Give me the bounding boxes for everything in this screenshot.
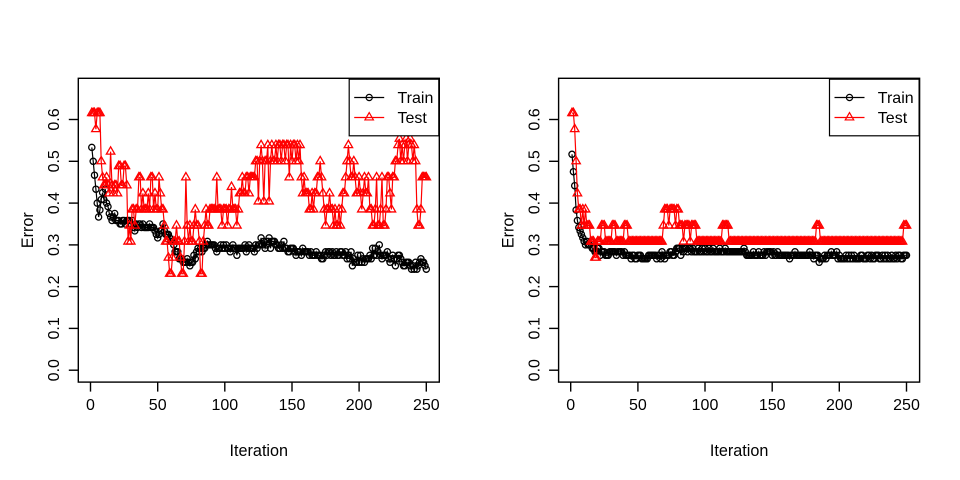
svg-text:0.5: 0.5 [46, 150, 63, 172]
svg-text:0: 0 [566, 397, 575, 414]
svg-text:0.0: 0.0 [46, 359, 63, 381]
svg-text:0.4: 0.4 [526, 192, 543, 214]
svg-text:0.0: 0.0 [526, 359, 543, 381]
svg-text:0.1: 0.1 [526, 317, 543, 339]
svg-text:250: 250 [413, 397, 440, 414]
svg-text:250: 250 [893, 397, 920, 414]
svg-text:0.6: 0.6 [526, 108, 543, 130]
svg-text:200: 200 [346, 397, 373, 414]
svg-text:0.3: 0.3 [526, 234, 543, 256]
svg-text:0.4: 0.4 [46, 192, 63, 214]
svg-text:0.3: 0.3 [46, 234, 63, 256]
svg-text:Error: Error [499, 212, 517, 249]
svg-text:Error: Error [19, 212, 37, 249]
svg-text:100: 100 [692, 397, 719, 414]
svg-text:0.2: 0.2 [46, 275, 63, 297]
svg-text:100: 100 [211, 397, 238, 414]
svg-text:150: 150 [279, 397, 306, 414]
svg-text:50: 50 [149, 397, 167, 414]
svg-text:0.2: 0.2 [526, 275, 543, 297]
svg-text:Train: Train [878, 90, 914, 107]
svg-text:50: 50 [629, 397, 647, 414]
svg-text:200: 200 [826, 397, 853, 414]
svg-text:Train: Train [398, 90, 434, 107]
svg-text:0.5: 0.5 [526, 150, 543, 172]
svg-text:Test: Test [398, 110, 428, 127]
svg-text:Test: Test [878, 110, 908, 127]
svg-text:0.1: 0.1 [46, 317, 63, 339]
svg-text:150: 150 [759, 397, 786, 414]
svg-text:0.6: 0.6 [46, 108, 63, 130]
svg-text:Iteration: Iteration [230, 442, 289, 460]
svg-text:Iteration: Iteration [710, 442, 769, 460]
svg-text:0: 0 [86, 397, 95, 414]
